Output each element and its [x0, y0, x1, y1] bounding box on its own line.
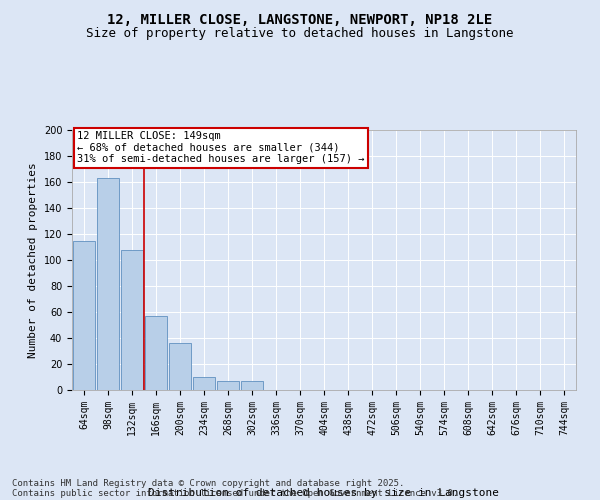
Text: Contains HM Land Registry data © Crown copyright and database right 2025.: Contains HM Land Registry data © Crown c… — [12, 478, 404, 488]
Bar — [73, 240, 95, 390]
Text: Contains public sector information licensed under the Open Government Licence v3: Contains public sector information licen… — [12, 488, 458, 498]
Bar — [145, 316, 167, 390]
Y-axis label: Number of detached properties: Number of detached properties — [28, 162, 38, 358]
Bar — [121, 250, 143, 390]
Bar — [169, 343, 191, 390]
Text: 12 MILLER CLOSE: 149sqm
← 68% of detached houses are smaller (344)
31% of semi-d: 12 MILLER CLOSE: 149sqm ← 68% of detache… — [77, 132, 365, 164]
Bar — [217, 381, 239, 390]
Bar — [241, 381, 263, 390]
Text: 12, MILLER CLOSE, LANGSTONE, NEWPORT, NP18 2LE: 12, MILLER CLOSE, LANGSTONE, NEWPORT, NP… — [107, 12, 493, 26]
X-axis label: Distribution of detached houses by size in Langstone: Distribution of detached houses by size … — [149, 488, 499, 498]
Text: Size of property relative to detached houses in Langstone: Size of property relative to detached ho… — [86, 28, 514, 40]
Bar — [193, 377, 215, 390]
Bar — [97, 178, 119, 390]
